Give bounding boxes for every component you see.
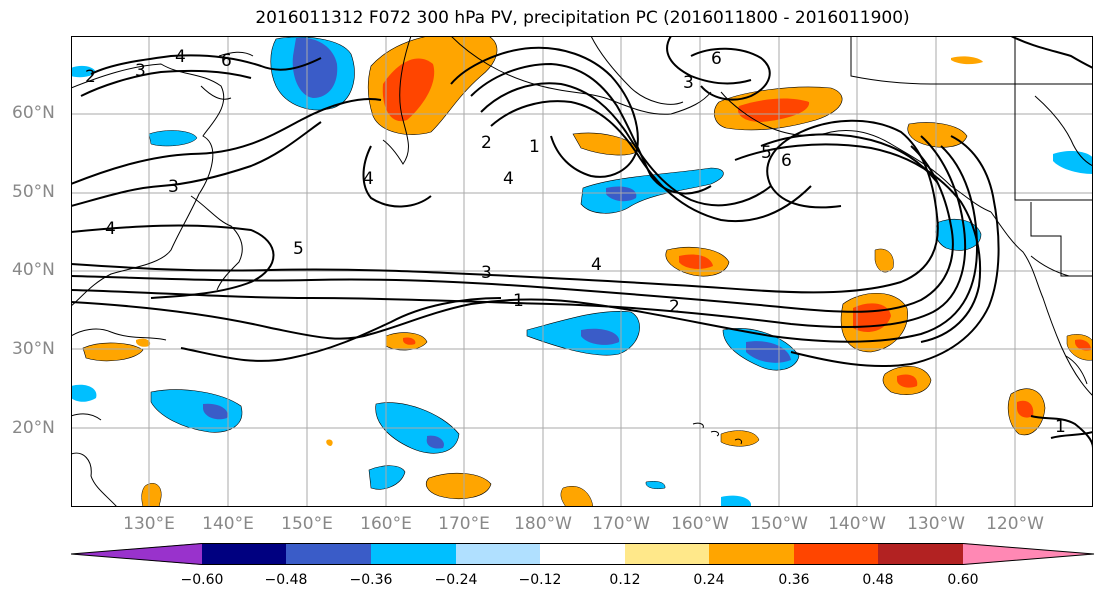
colorbar-segment [794,543,879,565]
colorbar-segment [963,543,1094,565]
colorbar-segment [456,543,541,565]
colorbar-tick-label: 0.12 [609,572,640,588]
colorbar-segment [286,543,372,565]
lon-label: 140°W [828,514,886,534]
colorbar-segment [540,543,626,565]
contour-label: 2 [481,133,492,153]
contour-label: 4 [363,169,374,189]
contour-label: 5 [761,143,772,163]
contour-label: 3 [683,73,694,93]
contour-label: 1 [529,137,540,157]
contour-label: 3 [481,263,492,283]
contour-label: 2 [669,297,680,317]
contour-label: 1 [1055,417,1066,437]
lat-label: 20°N [12,418,55,438]
lon-label: 150°E [281,514,333,534]
colorbar-segment [202,543,287,565]
colorbar-tick-label: 0.60 [947,572,978,588]
contour-label: 6 [711,49,722,69]
lon-label: 130°E [123,514,175,534]
colorbar-tick-label: −0.48 [265,572,308,588]
contour-label: 6 [221,51,232,71]
lon-label: 160°W [671,514,729,534]
colorbar-tick-label: 0.24 [693,572,724,588]
lon-label: 140°E [202,514,254,534]
figure-title: 2016011312 F072 300 hPa PV, precipitatio… [0,8,1105,28]
contour-label: 3 [168,177,179,197]
lon-label: 130°W [907,514,965,534]
contour-label: 3 [135,61,146,81]
colorbar-tick-label: −0.24 [435,572,478,588]
colorbar-tick-label: −0.12 [519,572,562,588]
lon-label: 170°E [438,514,490,534]
lat-label: 40°N [12,260,55,280]
colorbar-segment [371,543,457,565]
contour-label: 4 [503,169,514,189]
colorbar-tick-label: −0.60 [181,572,224,588]
lat-label: 50°N [12,182,55,202]
colorbar-segment [709,543,795,565]
colorbar-segment [71,543,202,565]
lat-label: 30°N [12,339,55,359]
colorbar-tick-label: −0.36 [350,572,393,588]
colorbar-tick-label: 0.36 [778,572,809,588]
lon-label: 180°W [514,514,572,534]
map-panel: 2 3 4 6 3 4 5 4 2 1 4 3 6 5 6 3 4 1 2 1 [71,36,1093,507]
contour-label: 2 [85,67,96,87]
colorbar-segment [878,543,964,565]
contour-label: 4 [591,255,602,275]
contour-label: 1 [513,291,524,311]
contour-label: 5 [293,239,304,259]
colorbar-tick-label: 0.48 [862,572,893,588]
colorbar-segment [625,543,710,565]
lon-label: 170°W [592,514,650,534]
contour-label: 6 [781,151,792,171]
lon-label: 150°W [750,514,808,534]
colorbar [71,543,1095,565]
contour-label: 4 [105,219,116,239]
lon-label: 160°E [360,514,412,534]
lat-label: 60°N [12,103,55,123]
contour-label: 4 [175,47,186,67]
lon-label: 120°W [986,514,1044,534]
